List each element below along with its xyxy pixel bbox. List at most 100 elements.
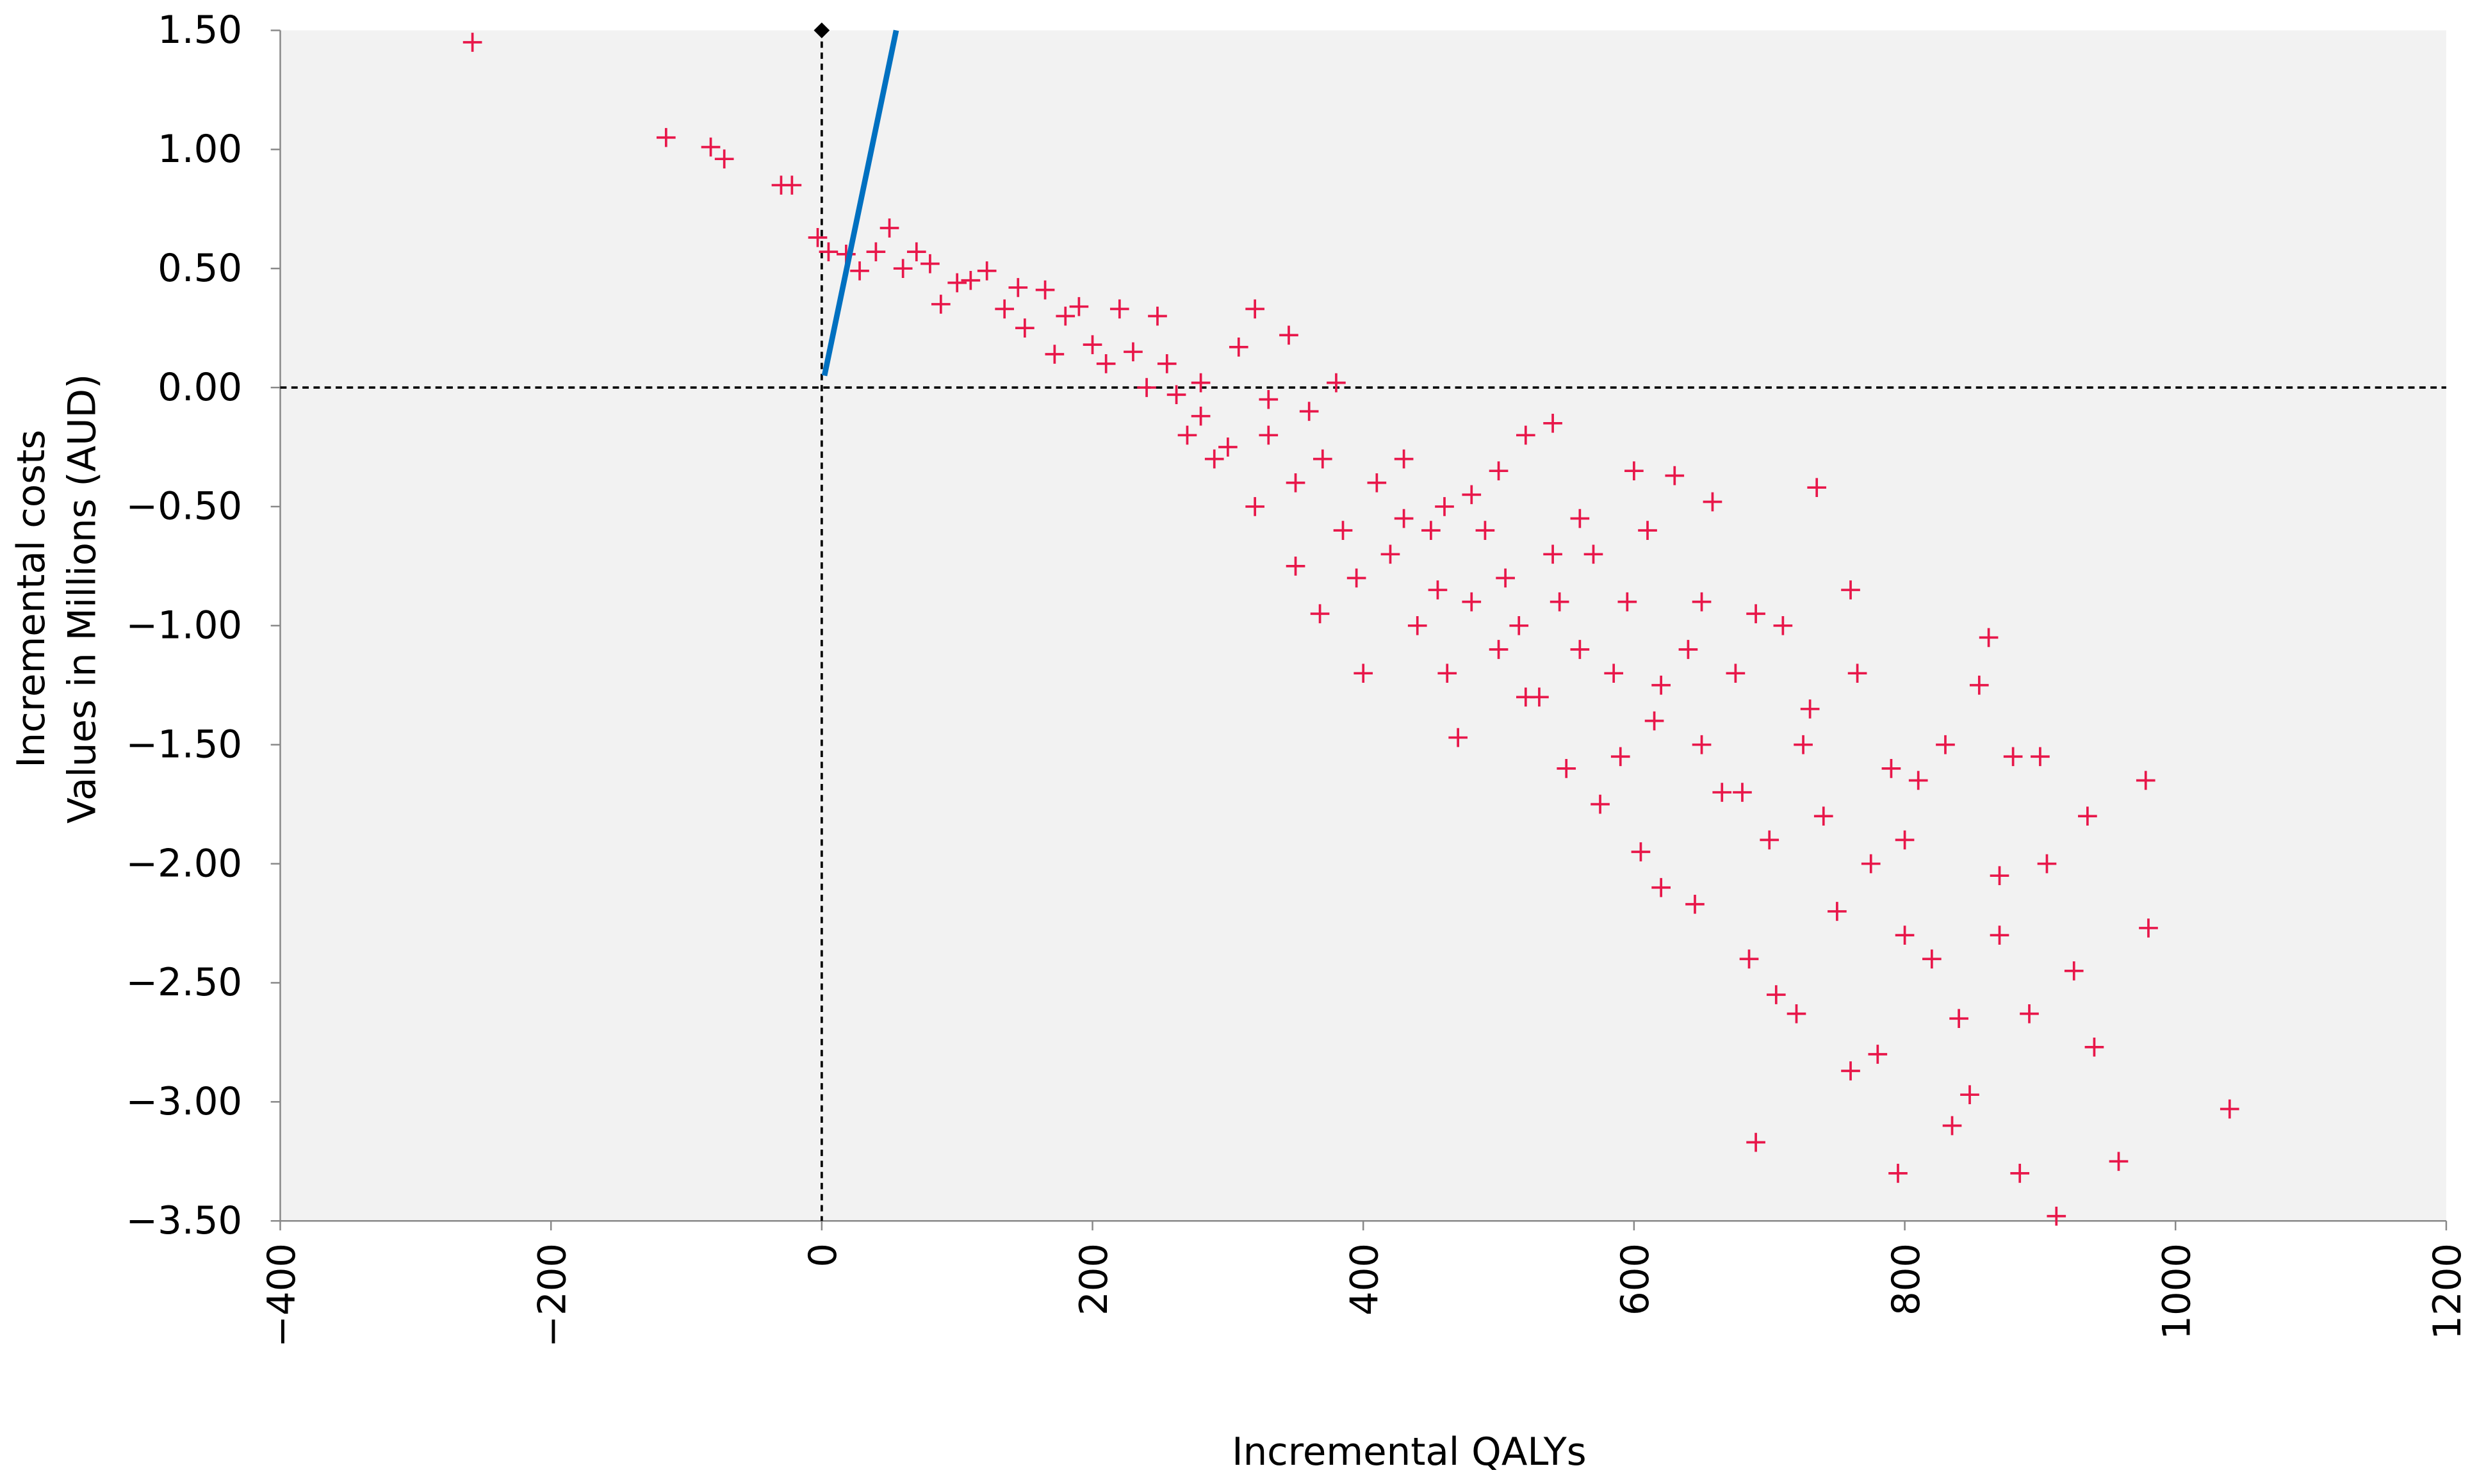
point (1137, 378, 1156, 397)
point (1712, 783, 1732, 802)
point (1516, 687, 1535, 707)
x-tick-label: −400 (259, 1243, 304, 1348)
point (1703, 492, 1722, 512)
point (808, 228, 828, 247)
y-tick-label: 0.00 (158, 365, 242, 409)
point (1346, 568, 1366, 588)
point (977, 261, 997, 281)
point (2084, 1038, 2104, 1057)
x-tick-label: 200 (1072, 1243, 1116, 1316)
y-axis-title: Values in Millions (AUD) (60, 374, 104, 824)
point (1543, 544, 1562, 564)
point (1496, 568, 1515, 588)
point (1969, 675, 1989, 695)
point (1475, 521, 1495, 540)
point (1610, 747, 1630, 767)
point (1942, 1116, 1962, 1136)
plot-area (280, 30, 2446, 1221)
point (1177, 425, 1197, 445)
point (656, 127, 676, 147)
y-tick-label: 0.50 (158, 246, 242, 290)
point (462, 33, 482, 52)
point (1109, 299, 1129, 319)
point (947, 273, 967, 293)
point (1638, 521, 1657, 540)
point (1990, 925, 2009, 945)
point (1313, 449, 1332, 469)
point (1333, 521, 1353, 540)
point (819, 242, 838, 261)
point (1960, 1085, 1979, 1105)
y-tick-label: −1.50 (126, 722, 242, 766)
point (1083, 335, 1102, 354)
x-tick-label: 0 (801, 1243, 845, 1268)
x-tick-label: 1200 (2425, 1243, 2469, 1340)
point (1421, 521, 1441, 540)
point (2020, 1004, 2039, 1023)
point (866, 242, 886, 261)
point (1773, 616, 1793, 635)
x-axis-title: Incremental QALYs (1232, 1430, 1587, 1474)
x-tick-label: 800 (1884, 1243, 1928, 1316)
point (2136, 771, 2155, 790)
point (1908, 771, 1928, 790)
point (1229, 338, 1248, 357)
point (1841, 1061, 1860, 1080)
y-tick-label: −0.50 (126, 484, 242, 528)
point (1462, 485, 1482, 505)
point (1367, 473, 1387, 493)
point (879, 218, 899, 238)
point (1888, 1164, 1908, 1183)
point (1245, 299, 1264, 319)
point (1841, 580, 1860, 599)
point (1191, 406, 1211, 426)
point (1148, 306, 1167, 326)
point (1979, 628, 1999, 648)
point (1665, 466, 1685, 485)
point (1279, 325, 1298, 345)
point (1543, 413, 1562, 433)
point (1895, 925, 1915, 945)
point (1310, 604, 1330, 624)
point (1550, 592, 1569, 612)
point (1936, 735, 1955, 754)
point (1008, 278, 1028, 297)
point (1218, 437, 1238, 457)
point (1015, 318, 1035, 338)
point (1166, 385, 1186, 405)
point (893, 259, 913, 279)
point (1516, 425, 1535, 445)
point (1557, 759, 1576, 778)
point (920, 254, 940, 273)
point (1726, 664, 1746, 683)
point (782, 175, 802, 195)
y-tick-label: −1.00 (126, 603, 242, 648)
point (1651, 675, 1671, 695)
y-axis-title: Incremental costs (9, 430, 53, 768)
point (1489, 640, 1509, 659)
point (1069, 297, 1089, 316)
point (2003, 747, 2023, 767)
x-tick-label: 600 (1613, 1243, 1657, 1316)
point (1407, 616, 1427, 635)
point (1157, 354, 1177, 373)
point (1739, 949, 1759, 969)
point (1868, 1045, 1888, 1064)
point (1354, 664, 1373, 683)
point (1245, 497, 1264, 516)
point (1489, 461, 1509, 481)
point (1259, 389, 1279, 409)
point (2031, 747, 2050, 767)
point (1631, 842, 1651, 861)
y-tick-label: −2.00 (126, 841, 242, 885)
point (1591, 794, 1610, 814)
x-tick-label: 400 (1342, 1243, 1386, 1316)
point (1990, 866, 2009, 885)
point (1462, 592, 1482, 612)
point (1435, 497, 1454, 516)
point (1692, 592, 1712, 612)
point (1509, 616, 1529, 635)
point (1299, 402, 1319, 421)
